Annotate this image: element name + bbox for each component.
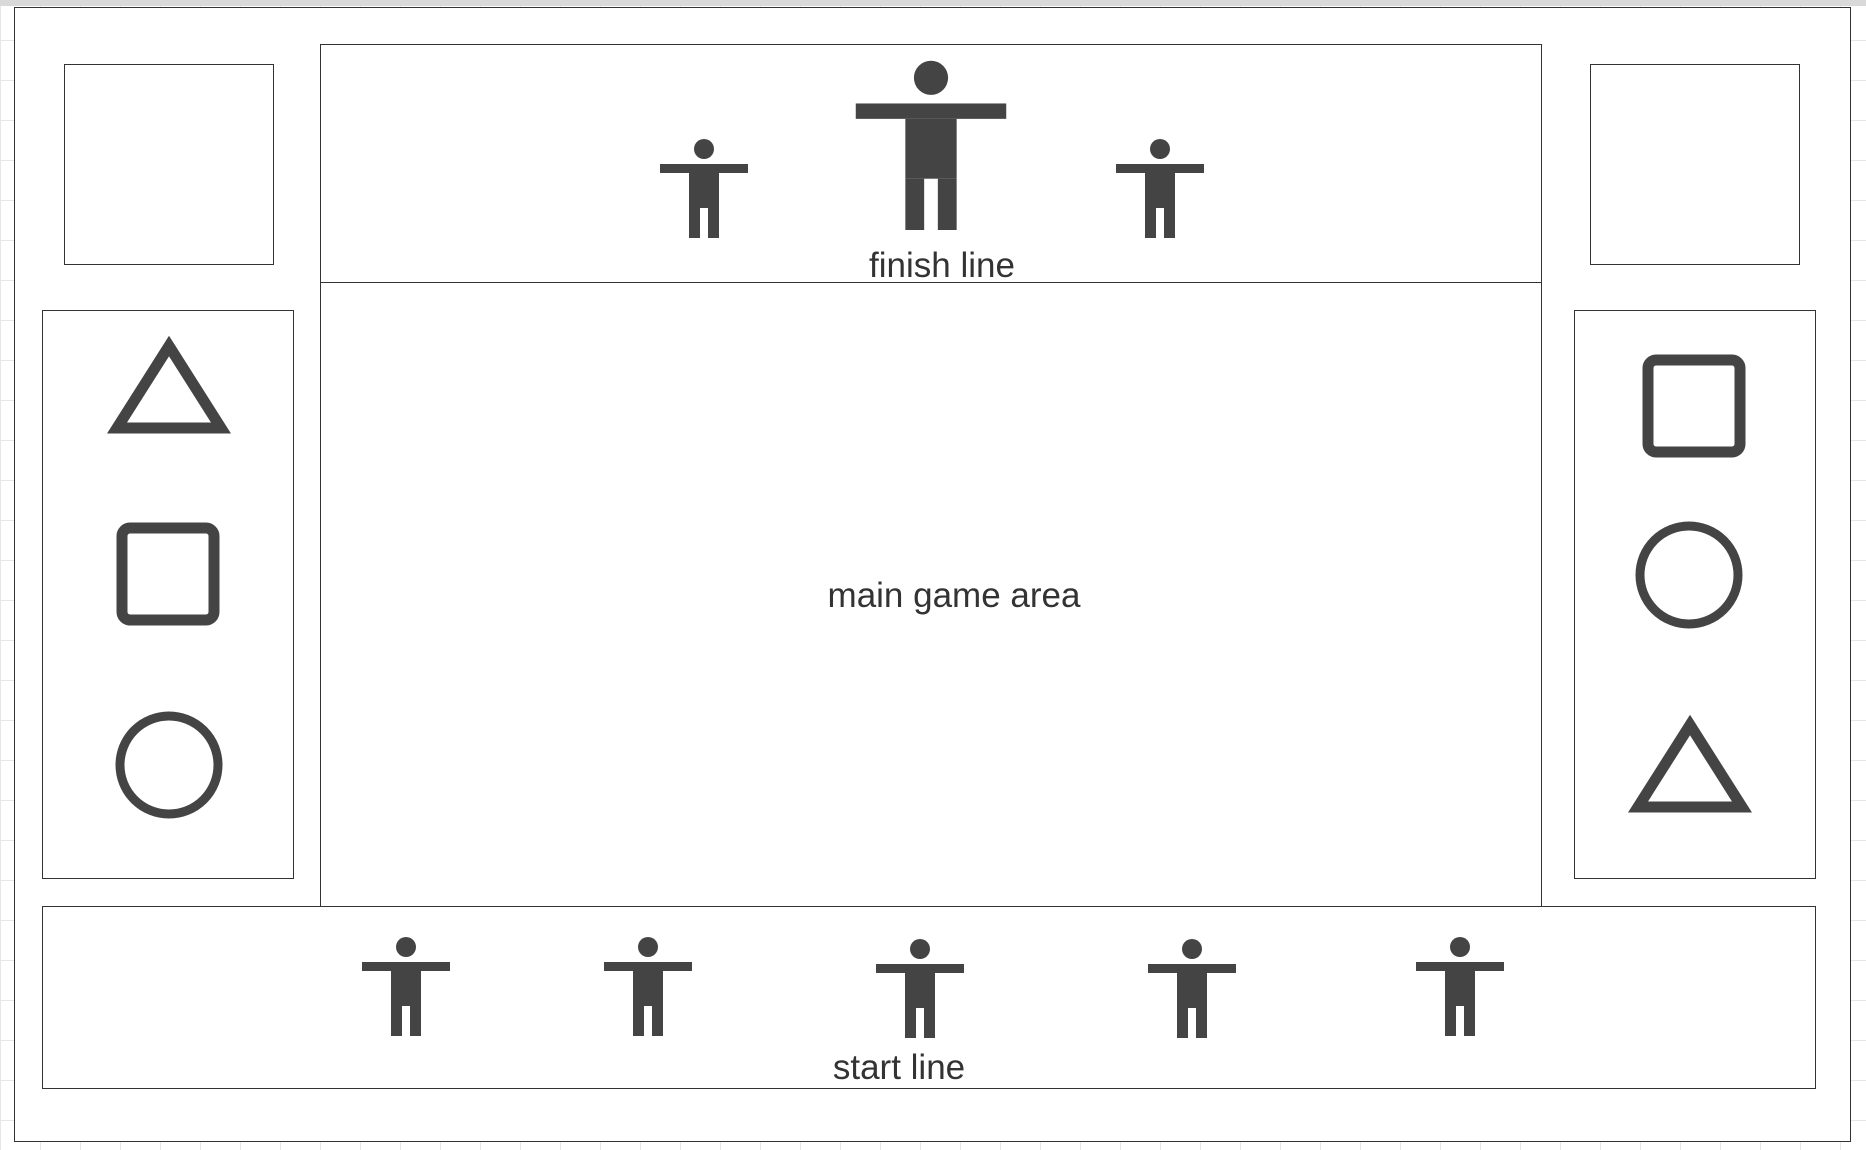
start-line-label: start line [832, 1048, 966, 1087]
person-icon [876, 939, 964, 1038]
person-icon [855, 60, 1007, 230]
triangle-icon [1627, 714, 1753, 813]
person-icon [604, 937, 692, 1036]
top-left-box [64, 64, 274, 265]
square-icon [1642, 354, 1746, 458]
top-right-box [1590, 64, 1800, 265]
person-icon [660, 139, 748, 238]
circle-icon [1635, 521, 1743, 629]
square-icon [116, 522, 220, 626]
person-icon [1116, 139, 1204, 238]
person-icon [362, 937, 450, 1036]
left-shape-panel [42, 310, 294, 879]
main-game-area-label: main game area [827, 576, 1081, 615]
circle-icon [115, 711, 223, 819]
triangle-icon [106, 335, 232, 434]
person-icon [1148, 939, 1236, 1038]
finish-line-label: finish line [869, 246, 1015, 285]
person-icon [1416, 937, 1504, 1036]
top-bar [0, 0, 1866, 6]
right-shape-panel [1574, 310, 1816, 879]
